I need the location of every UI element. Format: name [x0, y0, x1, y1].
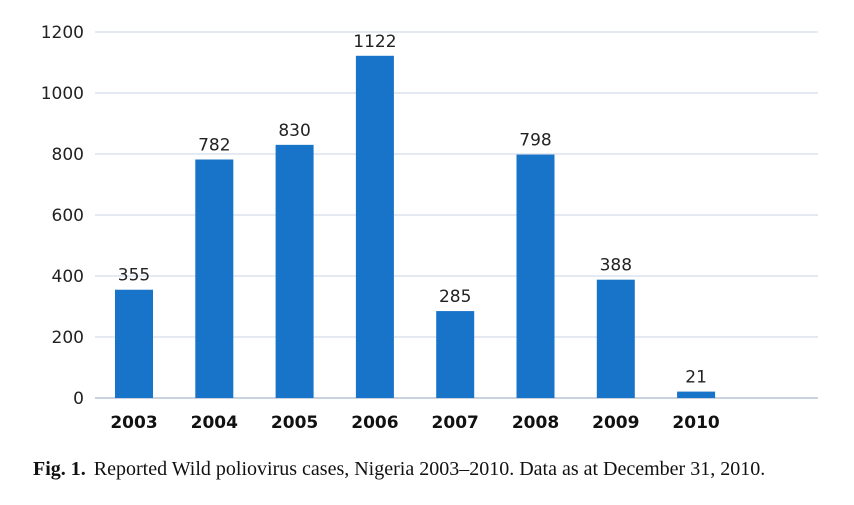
data-label: 388 — [600, 256, 632, 276]
data-label: 830 — [278, 121, 310, 141]
y-tick-label: 400 — [52, 267, 84, 287]
x-tick-label: 2010 — [672, 413, 719, 433]
data-label: 782 — [198, 135, 230, 155]
bars — [115, 55, 716, 398]
bar — [355, 55, 394, 398]
bar — [677, 391, 716, 398]
x-tick-label: 2007 — [432, 413, 479, 433]
y-tick-label: 1000 — [41, 84, 84, 104]
data-label: 1122 — [353, 32, 396, 52]
data-label: 798 — [519, 131, 551, 151]
data-labels: 355 782 830 1122 285 798 388 21 — [118, 32, 707, 388]
bar — [436, 311, 475, 398]
bar — [596, 279, 635, 398]
y-tick-label: 1200 — [41, 23, 84, 43]
x-tick-label: 2003 — [110, 413, 157, 433]
bar-chart: 0 200 400 600 800 1000 1200 355 782 830 1122 285 79… — [41, 23, 818, 433]
data-label: 355 — [118, 266, 150, 286]
x-tick-label: 2008 — [512, 413, 559, 433]
caption-text: Reported Wild poliovirus cases, Nigeria … — [93, 458, 766, 480]
bar — [195, 159, 234, 398]
figure-caption: Fig. 1. Reported Wild poliovirus cases, N… — [33, 456, 843, 482]
y-axis-ticks: 0 200 400 600 800 1000 1200 — [41, 23, 84, 409]
y-tick-label: 200 — [52, 328, 84, 348]
bar — [115, 289, 153, 398]
x-tick-label: 2006 — [351, 413, 398, 433]
caption-label: Fig. 1. — [33, 458, 86, 480]
y-tick-label: 0 — [73, 389, 84, 409]
bar — [275, 144, 314, 398]
x-tick-label: 2009 — [592, 413, 639, 433]
data-label: 21 — [685, 368, 707, 388]
x-axis-ticks: 2003 2004 2005 2006 2007 2008 2009 2010 — [110, 413, 720, 433]
y-tick-label: 600 — [52, 206, 84, 226]
x-tick-label: 2005 — [271, 413, 318, 433]
x-tick-label: 2004 — [191, 413, 238, 433]
data-label: 285 — [439, 287, 471, 307]
y-tick-label: 800 — [52, 145, 84, 165]
bar — [516, 154, 555, 398]
